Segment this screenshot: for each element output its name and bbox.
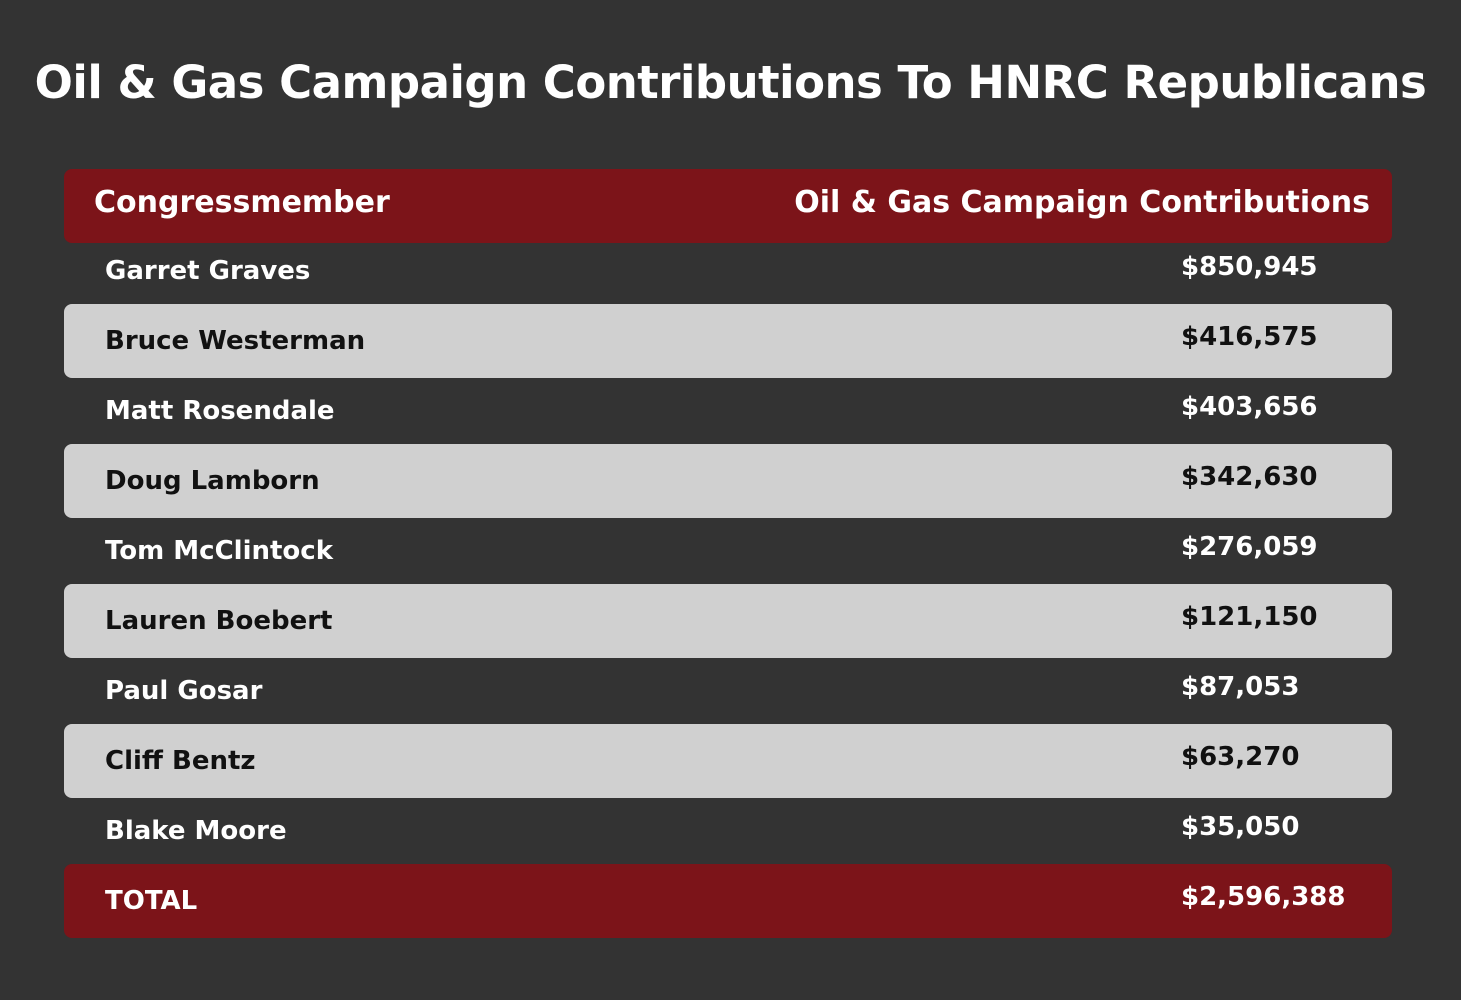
table-row: Tom McClintock $276,059 <box>64 514 1392 588</box>
congressmember-name: Matt Rosendale <box>105 396 335 426</box>
table-row: Cliff Bentz $63,270 <box>64 724 1392 798</box>
table-row: Garret Graves $850,945 <box>64 234 1392 308</box>
column-header-contributions: Oil & Gas Campaign Contributions <box>794 185 1370 220</box>
contribution-value: $342,630 <box>1181 462 1318 492</box>
total-value: $2,596,388 <box>1181 882 1346 912</box>
contribution-value: $35,050 <box>1181 812 1300 842</box>
contribution-value: $121,150 <box>1181 602 1318 632</box>
chart-title: Oil & Gas Campaign Contributions To HNRC… <box>34 56 1427 109</box>
congressmember-name: Tom McClintock <box>105 536 333 566</box>
contribution-value: $850,945 <box>1181 252 1318 282</box>
table-row: Blake Moore $35,050 <box>64 794 1392 868</box>
congressmember-name: Doug Lamborn <box>105 466 320 496</box>
contribution-value: $276,059 <box>1181 532 1318 562</box>
contribution-value: $403,656 <box>1181 392 1318 422</box>
contribution-value: $416,575 <box>1181 322 1318 352</box>
total-row: TOTAL $2,596,388 <box>64 864 1392 938</box>
total-label: TOTAL <box>105 886 198 916</box>
congressmember-name: Lauren Boebert <box>105 606 333 636</box>
contribution-value: $63,270 <box>1181 742 1300 772</box>
contribution-value: $87,053 <box>1181 672 1300 702</box>
table-header: Congressmember Oil & Gas Campaign Contri… <box>64 169 1392 243</box>
table-row: Matt Rosendale $403,656 <box>64 374 1392 448</box>
congressmember-name: Garret Graves <box>105 256 311 286</box>
table-row: Lauren Boebert $121,150 <box>64 584 1392 658</box>
contributions-table: Congressmember Oil & Gas Campaign Contri… <box>64 169 1392 938</box>
column-header-congressmember: Congressmember <box>94 185 390 220</box>
congressmember-name: Cliff Bentz <box>105 746 256 776</box>
congressmember-name: Paul Gosar <box>105 676 263 706</box>
table-row: Bruce Westerman $416,575 <box>64 304 1392 378</box>
congressmember-name: Bruce Westerman <box>105 326 366 356</box>
table-row: Doug Lamborn $342,630 <box>64 444 1392 518</box>
congressmember-name: Blake Moore <box>105 816 287 846</box>
table-row: Paul Gosar $87,053 <box>64 654 1392 728</box>
